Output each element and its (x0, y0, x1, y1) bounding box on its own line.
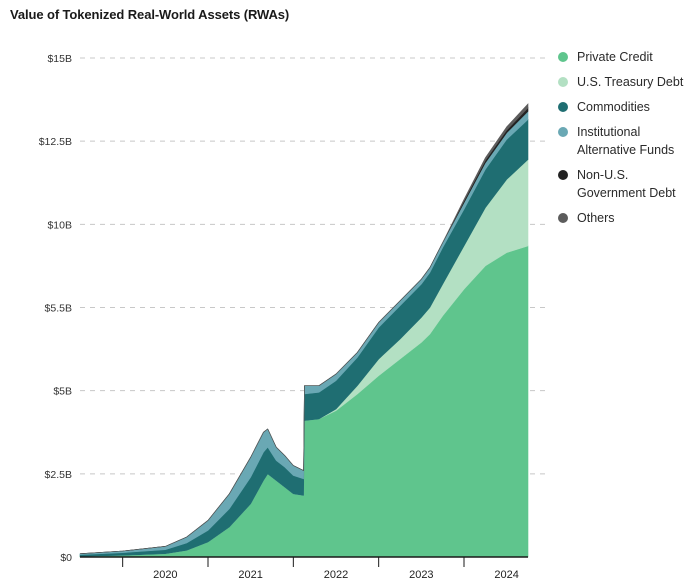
legend-item: Others (556, 209, 696, 227)
legend-item: Private Credit (556, 48, 696, 66)
legend-label: Alternative Funds (577, 143, 675, 157)
legend-label: Non-U.S. (577, 168, 629, 182)
legend-swatch (558, 77, 568, 87)
legend-item: U.S. Treasury Debt (556, 73, 696, 91)
legend-item: Non-U.S. Government Debt (556, 166, 696, 202)
y-tick-label: $10B (47, 219, 72, 231)
legend-label: Government Debt (577, 186, 676, 200)
legend-label: Private Credit (577, 50, 653, 64)
legend-label: U.S. Treasury Debt (577, 75, 684, 89)
legend-swatch (558, 102, 568, 112)
chart-title: Value of Tokenized Real-World Assets (RW… (10, 7, 290, 22)
x-tick-label: 2021 (238, 569, 262, 581)
x-tick-label: 2020 (153, 569, 177, 581)
area-series (79, 103, 529, 558)
y-axis-ticks: $0 $2.5B $5B $5.5B $10B $12.5B $15B (39, 53, 72, 564)
legend-label: Institutional (577, 125, 641, 139)
legend-label: Others (577, 211, 615, 225)
legend-swatch (558, 170, 568, 180)
legend-label: Commodities (577, 100, 650, 114)
x-tick-label: 2023 (409, 569, 433, 581)
y-tick-label: $5B (53, 386, 72, 398)
legend-item: Institutional Alternative Funds (556, 123, 696, 159)
y-tick-label: $0 (60, 552, 72, 564)
legend-swatch (558, 213, 568, 223)
y-tick-label: $2.5B (45, 469, 72, 481)
x-tick-label: 2022 (324, 569, 348, 581)
area-others (79, 103, 529, 554)
x-axis: 2020 2021 2022 2023 2024 (80, 556, 528, 581)
y-tick-label: $15B (47, 53, 72, 65)
legend: Private Credit U.S. Treasury Debt Commodit… (556, 48, 696, 234)
legend-item: Commodities (556, 98, 696, 116)
y-tick-label: $12.5B (39, 136, 72, 148)
legend-swatch (558, 127, 568, 137)
x-tick-label: 2024 (494, 569, 518, 581)
legend-swatch (558, 52, 568, 62)
y-tick-label: $5.5B (45, 303, 72, 315)
